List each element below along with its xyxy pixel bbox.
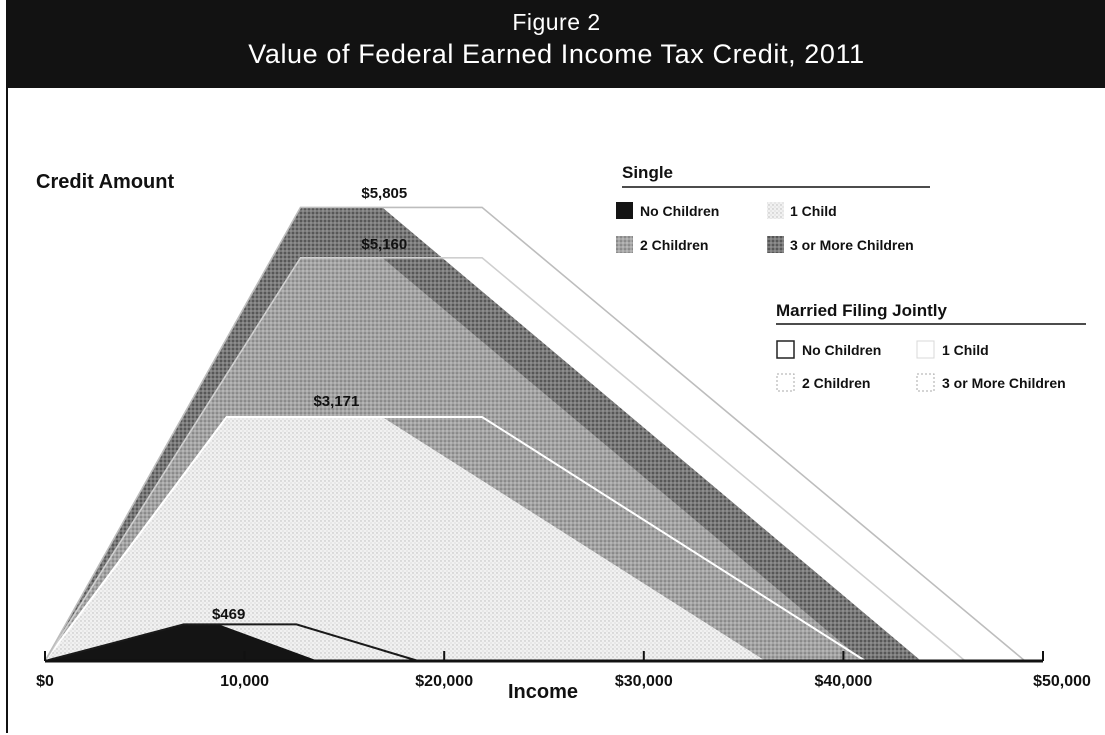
figure-header: Figure 2 Value of Federal Earned Income …: [8, 0, 1105, 88]
y-axis-label: Credit Amount: [36, 171, 174, 193]
legend-single-title: Single: [622, 163, 673, 182]
area-single-no-children: [45, 624, 319, 661]
figure-frame: [6, 0, 1103, 733]
figure-title: Value of Federal Earned Income Tax Credi…: [248, 39, 865, 69]
legend-swatch-married-1-child: [916, 340, 935, 359]
legend-label-married-no-children: No Children: [802, 342, 881, 358]
legend-married-title: Married Filing Jointly: [776, 301, 948, 320]
x-tick-label: $40,000: [814, 673, 872, 690]
line-married-2-children: [44, 256, 966, 662]
legend-label-married-2-children: 2 Children: [802, 375, 870, 391]
x-tick-label: $50,000: [1033, 673, 1091, 690]
legend-label-married-1-child: 1 Child: [942, 342, 989, 358]
legend-swatch-single-1-child: [767, 202, 784, 219]
data-label: $3,171: [313, 393, 359, 410]
figure-number: Figure 2: [512, 9, 601, 35]
legend-swatch-single-2-children: [616, 236, 633, 253]
area-single-1-child: [45, 417, 766, 661]
x-axis-label: Income: [508, 681, 578, 703]
legend-swatch-married-3-children: [916, 373, 935, 392]
legend-swatch-married-no-children: [776, 340, 795, 359]
legend-swatch-single-no-children: [616, 202, 633, 219]
legend-label-single-1-child: 1 Child: [790, 203, 837, 219]
legend-label-single-no-children: No Children: [640, 203, 719, 219]
line-married-1-child: [44, 416, 866, 662]
data-label: $5,805: [361, 185, 407, 202]
x-tick-label: $30,000: [615, 673, 673, 690]
x-tick-label: $20,000: [415, 673, 473, 690]
legend-single: Single No Children 1 Child 2 Children 3 …: [616, 163, 930, 253]
line-married-no-children: [44, 623, 419, 662]
data-label: $5,160: [361, 236, 407, 253]
x-tick-label: $0: [36, 673, 54, 690]
x-tick-label: 10,000: [220, 673, 269, 690]
legend-label-married-3-children: 3 or More Children: [942, 375, 1066, 391]
legend-married: Married Filing Jointly No Children 1 Chi…: [776, 301, 1086, 392]
legend-label-single-2-children: 2 Children: [640, 237, 708, 253]
legend-label-single-3-children: 3 or More Children: [790, 237, 914, 253]
data-label: $469: [212, 606, 245, 623]
legend-swatch-single-3-children: [767, 236, 784, 253]
legend-swatch-married-2-children: [776, 373, 795, 392]
line-married-3-or-more-children: [44, 206, 1026, 662]
